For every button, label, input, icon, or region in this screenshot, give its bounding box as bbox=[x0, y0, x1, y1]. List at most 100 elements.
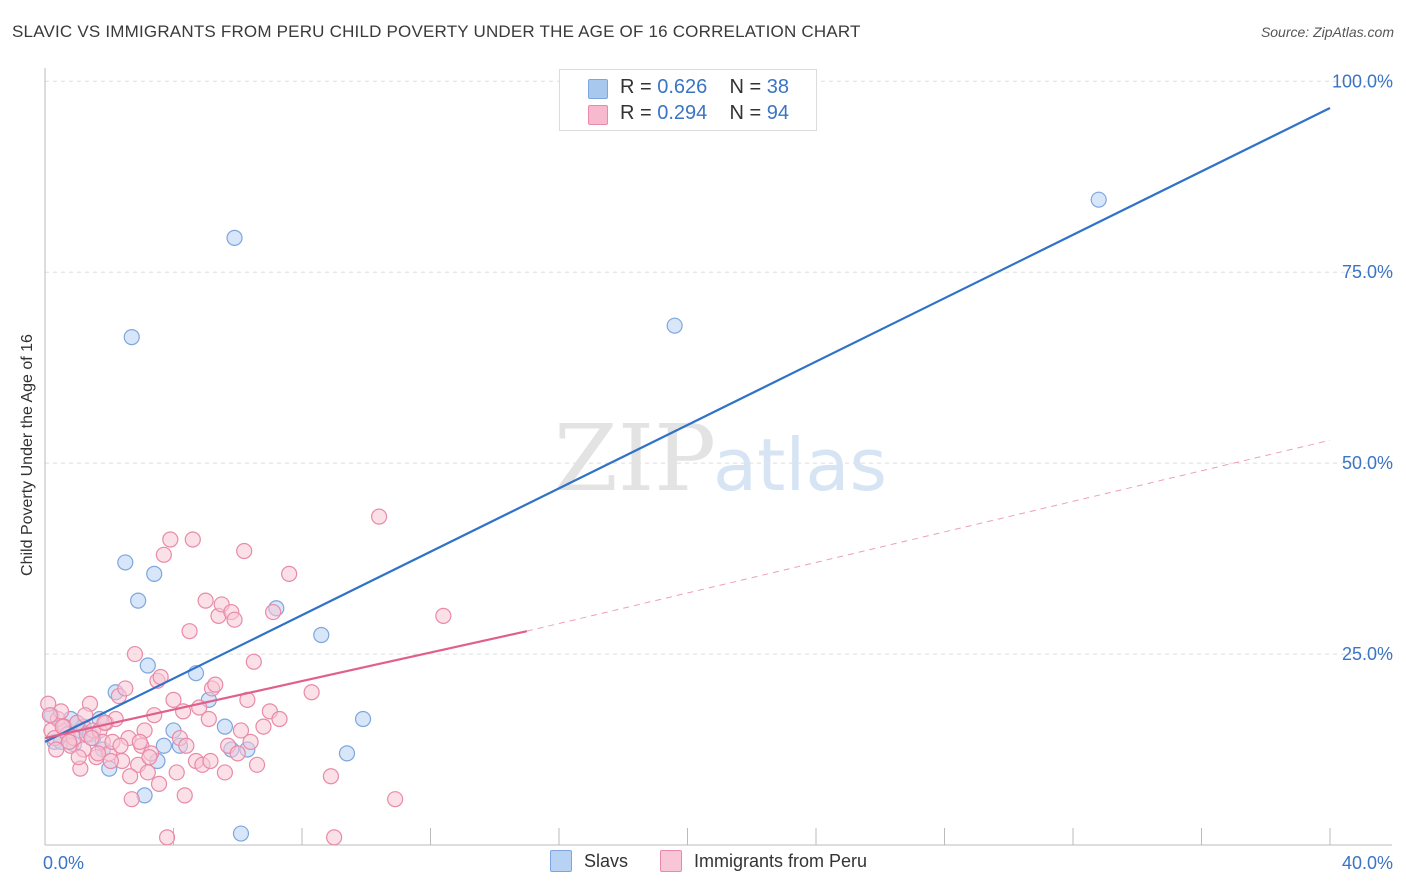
y-tick-label: 25.0% bbox=[1342, 644, 1393, 664]
source-credit: Source: ZipAtlas.com bbox=[1260, 24, 1394, 40]
stats-legend: R = 0.626 N = 38 R = 0.294 N = 94 bbox=[559, 69, 817, 131]
peru-point bbox=[70, 749, 87, 766]
grid-layer bbox=[45, 80, 1392, 655]
peru-point bbox=[102, 752, 119, 770]
peru-point bbox=[435, 607, 452, 624]
peru-point bbox=[176, 787, 193, 804]
peru-point bbox=[248, 756, 266, 773]
peru-point bbox=[181, 623, 198, 640]
slavs-point bbox=[139, 657, 156, 674]
x-tick-label: 0.0% bbox=[43, 853, 84, 873]
trend-layer bbox=[44, 107, 1331, 743]
y-tick-label: 50.0% bbox=[1342, 453, 1393, 473]
peru-point bbox=[139, 764, 156, 781]
legend-n-value: 94 bbox=[766, 102, 790, 124]
legend-n-value: 38 bbox=[766, 76, 790, 98]
legend-n-label: N = bbox=[729, 102, 767, 124]
peru-point bbox=[242, 733, 259, 751]
peru-point bbox=[207, 676, 224, 693]
legend-text-slavs: R = 0.626 N = 38 bbox=[620, 76, 789, 99]
slavs-point bbox=[232, 825, 250, 842]
series-legend: Slavs Immigrants from Peru bbox=[0, 850, 1406, 878]
peru-point bbox=[150, 775, 168, 793]
peru-point bbox=[236, 542, 253, 560]
y-tick-label: 75.0% bbox=[1342, 262, 1393, 282]
slavs-point bbox=[117, 554, 134, 571]
legend-n-label: N = bbox=[729, 76, 767, 98]
x-tick-label: 40.0% bbox=[1342, 853, 1393, 873]
peru-point bbox=[131, 733, 148, 751]
peru-point bbox=[112, 737, 129, 754]
peru-point bbox=[326, 829, 343, 846]
watermark: ZIP atlas bbox=[554, 405, 887, 512]
peru-point bbox=[165, 691, 182, 708]
peru-point bbox=[202, 752, 219, 770]
tick-label-layer: 25.0% 50.0% 75.0% 100.0% 0.0% 40.0% bbox=[43, 71, 1393, 873]
legend-r-label: R = bbox=[620, 102, 658, 124]
peru-point bbox=[200, 710, 217, 728]
slavs-point bbox=[216, 718, 233, 735]
peru-point bbox=[255, 718, 272, 735]
peru-point bbox=[232, 722, 250, 739]
peru-trend-extension bbox=[526, 439, 1331, 632]
peru-trend-line bbox=[44, 630, 528, 740]
slavs-point bbox=[123, 329, 140, 346]
watermark-zip: ZIP bbox=[554, 405, 716, 512]
slavs-point bbox=[155, 737, 172, 754]
y-tick-label: 100.0% bbox=[1332, 71, 1393, 91]
series-label-peru: Immigrants from Peru bbox=[694, 850, 868, 871]
peru-point bbox=[229, 745, 246, 762]
slavs-point bbox=[313, 626, 330, 644]
peru-point bbox=[158, 829, 176, 846]
slavs-trend-line bbox=[44, 107, 1331, 743]
legend-r-value: 0.294 bbox=[657, 102, 708, 124]
points-layer bbox=[40, 191, 1107, 846]
series-label-slavs: Slavs bbox=[584, 850, 629, 871]
slavs-point bbox=[1090, 191, 1107, 208]
slavs-point bbox=[354, 710, 372, 728]
peru-point bbox=[122, 768, 139, 785]
peru-point bbox=[303, 684, 320, 701]
watermark-atlas: atlas bbox=[713, 423, 887, 507]
peru-point bbox=[89, 745, 107, 762]
peru-point bbox=[60, 733, 78, 751]
peru-point bbox=[83, 729, 100, 747]
series-legend-slavs: Slavs bbox=[550, 850, 628, 872]
peru-point bbox=[126, 645, 144, 663]
peru-point bbox=[168, 764, 185, 781]
series-swatch-peru bbox=[660, 850, 682, 872]
legend-swatch-peru bbox=[588, 105, 608, 125]
peru-point bbox=[141, 749, 158, 766]
slavs-point bbox=[146, 565, 163, 582]
series-legend-peru: Immigrants from Peru bbox=[660, 850, 867, 872]
peru-point bbox=[281, 565, 298, 582]
legend-r-label: R = bbox=[620, 76, 658, 98]
peru-point bbox=[123, 791, 140, 808]
peru-point bbox=[322, 768, 340, 785]
peru-point bbox=[178, 737, 195, 754]
legend-swatch-slavs bbox=[588, 79, 608, 99]
peru-point bbox=[264, 603, 282, 621]
peru-point bbox=[117, 680, 134, 697]
slavs-point bbox=[338, 745, 356, 762]
slavs-point bbox=[226, 229, 243, 246]
peru-point bbox=[184, 531, 201, 548]
peru-point bbox=[197, 592, 214, 609]
peru-point bbox=[271, 710, 288, 728]
peru-point bbox=[371, 508, 388, 525]
peru-point bbox=[245, 653, 262, 670]
peru-point bbox=[226, 611, 243, 628]
slavs-point bbox=[666, 317, 683, 334]
peru-point bbox=[216, 764, 233, 781]
slavs-point bbox=[130, 592, 147, 609]
chart-title: SLAVIC VS IMMIGRANTS FROM PERU CHILD POV… bbox=[12, 22, 861, 41]
peru-point bbox=[162, 531, 179, 548]
peru-point bbox=[48, 741, 65, 758]
series-swatch-slavs bbox=[550, 850, 572, 872]
peru-point bbox=[41, 707, 58, 724]
legend-text-peru: R = 0.294 N = 94 bbox=[620, 102, 789, 125]
peru-point bbox=[155, 546, 172, 563]
legend-r-value: 0.626 bbox=[657, 76, 708, 98]
peru-point bbox=[387, 791, 404, 808]
